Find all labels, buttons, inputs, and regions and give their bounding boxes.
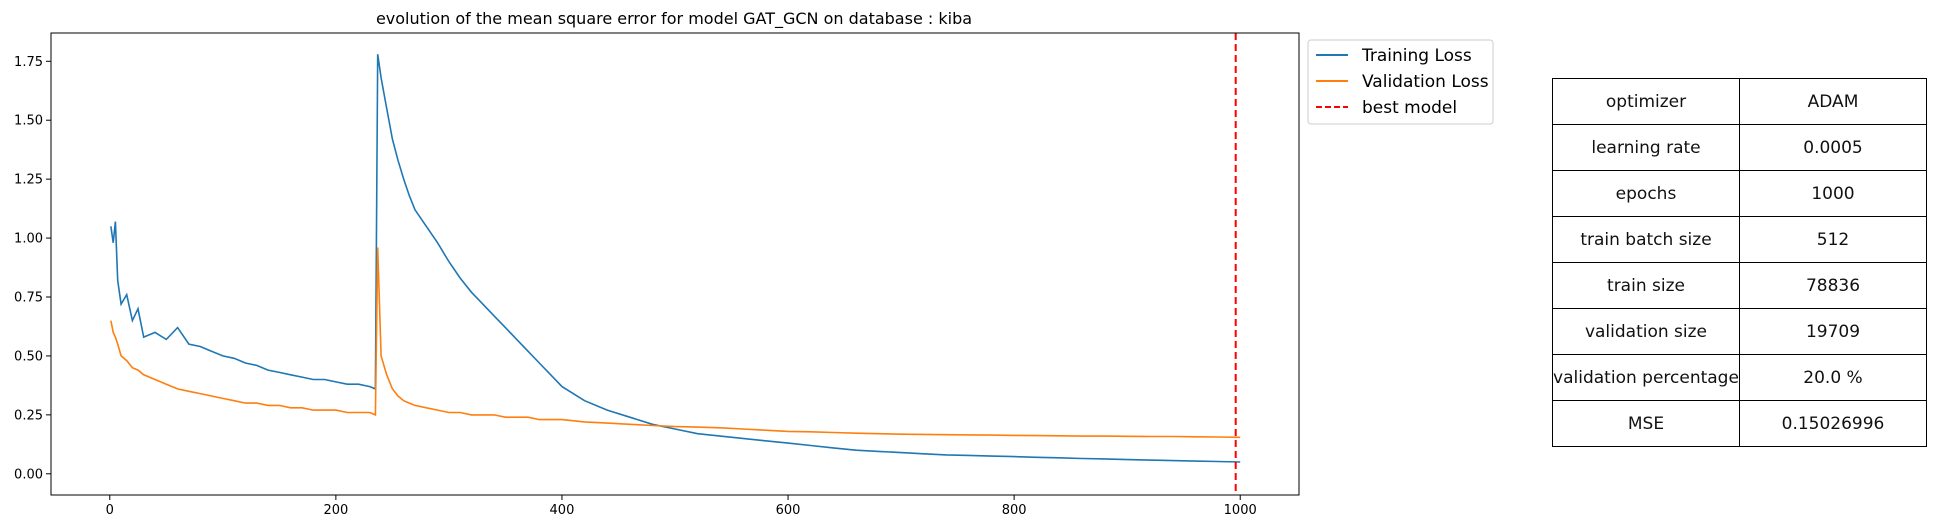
legend-label-0: Training Loss xyxy=(1361,46,1472,66)
legend-label-1: Validation Loss xyxy=(1362,72,1489,92)
legend-box xyxy=(1307,39,1494,125)
axes-layer: 0 200 400 600 800 1000 0.00 0.25 0.50 0.75 1.00 1.2… xyxy=(14,55,1257,518)
x-tick-label-2: 400 xyxy=(550,503,575,518)
param-label: validation size xyxy=(1552,308,1740,355)
x-tick-label-0: 0 xyxy=(106,503,114,518)
x-tick-label-3: 600 xyxy=(776,503,801,518)
table-row: learning rate 0.0005 xyxy=(1552,124,1927,171)
param-label: epochs xyxy=(1552,170,1740,217)
parameters-table: optimizer ADAM learning rate 0.0005 epochs 10… xyxy=(1552,78,1927,447)
table-row: MSE 0.15026996 xyxy=(1552,400,1927,447)
x-tick-label-4: 800 xyxy=(1002,503,1027,518)
param-label: train size xyxy=(1552,262,1740,309)
y-tick-label-1: 0.25 xyxy=(14,408,43,423)
y-tick-label-0: 0.00 xyxy=(14,467,43,482)
param-value: 1000 xyxy=(1739,170,1927,217)
param-label: validation percentage xyxy=(1552,354,1740,401)
series-line-0 xyxy=(110,54,1241,463)
y-tick-label-3: 0.75 xyxy=(14,291,43,306)
y-tick-label-6: 1.50 xyxy=(14,114,43,129)
chart-title: evolution of the mean square error for m… xyxy=(376,9,972,29)
series-layer xyxy=(110,33,1241,495)
table-row: train size 78836 xyxy=(1552,262,1927,309)
table-row: optimizer ADAM xyxy=(1552,78,1927,125)
y-tick-label-4: 1.00 xyxy=(14,232,43,247)
y-tick-label-5: 1.25 xyxy=(14,173,43,188)
param-label: optimizer xyxy=(1552,78,1740,125)
table-row: train batch size 512 xyxy=(1552,216,1927,263)
table-row: validation percentage 20.0 % xyxy=(1552,354,1927,401)
y-tick-label-7: 1.75 xyxy=(14,55,43,70)
param-label: MSE xyxy=(1552,400,1740,447)
param-value: 512 xyxy=(1739,216,1927,263)
param-value: 78836 xyxy=(1739,262,1927,309)
param-value: 20.0 % xyxy=(1739,354,1927,401)
param-label: learning rate xyxy=(1552,124,1740,171)
x-tick-label-5: 1000 xyxy=(1224,503,1257,518)
plot-frame xyxy=(50,32,1300,496)
param-value: 0.15026996 xyxy=(1739,400,1927,447)
series-line-1 xyxy=(110,247,1241,439)
param-value: 19709 xyxy=(1739,308,1927,355)
param-value: 0.0005 xyxy=(1739,124,1927,171)
y-tick-label-2: 0.50 xyxy=(14,349,43,364)
legend: Training Loss Validation Loss best model xyxy=(1307,39,1494,125)
param-label: train batch size xyxy=(1552,216,1740,263)
x-tick-label-1: 200 xyxy=(323,503,348,518)
table-row: validation size 19709 xyxy=(1552,308,1927,355)
param-value: ADAM xyxy=(1739,78,1927,125)
legend-label-2: best model xyxy=(1362,98,1457,118)
table-row: epochs 1000 xyxy=(1552,170,1927,217)
